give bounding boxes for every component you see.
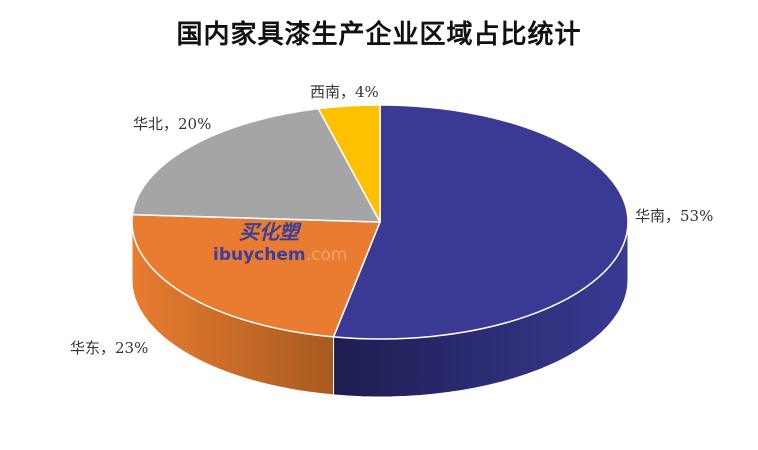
watermark: 买化塑 ibuychem.com <box>213 216 347 265</box>
watermark-domain-main: ibuychem <box>213 245 306 265</box>
chart-title: 国内家具漆生产企业区域占比统计 <box>176 20 582 50</box>
data-label-huanan: 华南，53% <box>635 207 714 225</box>
data-label-huadong: 华东，23% <box>70 339 149 357</box>
pie-slice-华东 <box>131 213 382 338</box>
data-label-xinan: 西南，4% <box>310 83 379 101</box>
watermark-cn: 买化塑 <box>239 220 299 244</box>
data-label-huabei: 华北，20% <box>133 115 212 133</box>
pie-slice-华北 <box>131 107 382 223</box>
pie-slice-华南 <box>332 104 629 340</box>
pie-slice-西南 <box>317 104 381 223</box>
watermark-domain-tld: .com <box>305 245 348 265</box>
watermark-domain: ibuychem.com <box>213 245 347 265</box>
